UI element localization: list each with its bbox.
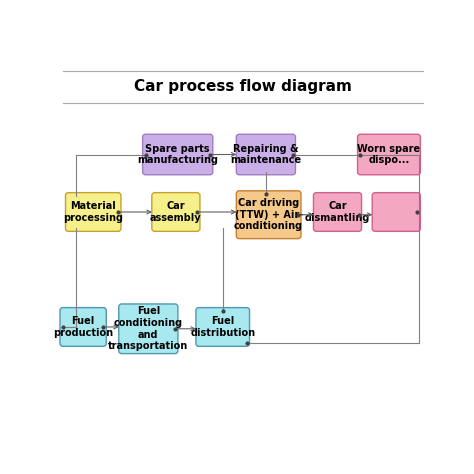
Text: Worn spare
dispo...: Worn spare dispo...: [357, 144, 420, 165]
Text: Fuel
conditioning
and
transportation: Fuel conditioning and transportation: [108, 306, 189, 351]
FancyBboxPatch shape: [60, 308, 106, 346]
FancyBboxPatch shape: [313, 192, 362, 231]
Text: Car
assembly: Car assembly: [150, 201, 202, 223]
FancyBboxPatch shape: [372, 192, 420, 231]
Text: Car driving
(TTW) + Air-
conditioning: Car driving (TTW) + Air- conditioning: [234, 198, 303, 231]
Text: Repairing &
maintenance: Repairing & maintenance: [230, 144, 301, 165]
Text: Spare parts
manufacturing: Spare parts manufacturing: [137, 144, 218, 165]
Text: Fuel
production: Fuel production: [53, 316, 113, 338]
FancyBboxPatch shape: [237, 134, 295, 175]
Text: Material
processing: Material processing: [63, 201, 123, 223]
FancyBboxPatch shape: [357, 134, 420, 175]
FancyBboxPatch shape: [65, 192, 121, 231]
Text: Fuel
distribution: Fuel distribution: [190, 316, 255, 338]
Text: Car process flow diagram: Car process flow diagram: [134, 79, 352, 94]
FancyBboxPatch shape: [119, 304, 178, 354]
FancyBboxPatch shape: [196, 308, 249, 346]
Text: Car
dismantling: Car dismantling: [305, 201, 370, 223]
FancyBboxPatch shape: [152, 192, 200, 231]
FancyBboxPatch shape: [237, 191, 301, 238]
FancyBboxPatch shape: [143, 134, 213, 175]
